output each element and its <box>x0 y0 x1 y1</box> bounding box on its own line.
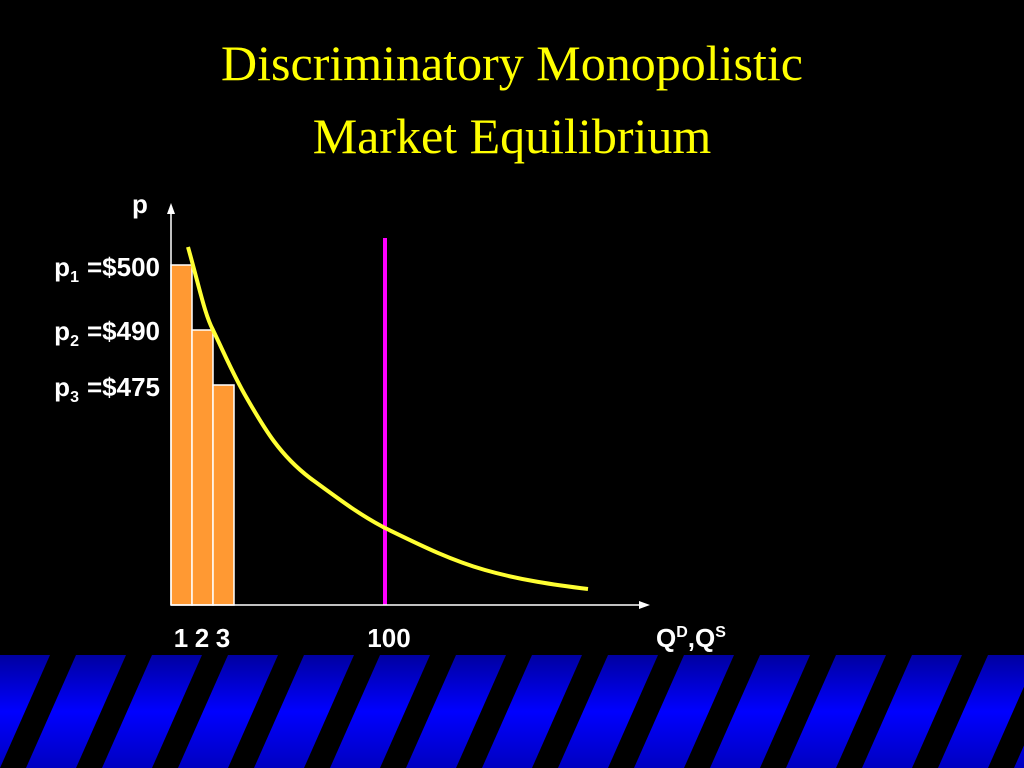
quantity-label: 1 <box>174 623 188 653</box>
quantity-label: 100 <box>367 623 410 653</box>
demand-curve <box>186 246 589 591</box>
x-axis-arrow <box>639 601 650 609</box>
x-axis-label: QD,QS <box>656 623 726 653</box>
price-label: p2 =$490 <box>54 316 160 350</box>
footer-stripes <box>0 655 1024 768</box>
price-bar <box>170 264 193 606</box>
price-bar <box>191 329 214 606</box>
price-bar <box>212 384 235 606</box>
y-axis-arrow <box>167 203 175 214</box>
quantity-label: 2 <box>195 623 209 653</box>
price-label: p3 =$475 <box>54 372 160 406</box>
title-line: Market Equilibrium <box>313 108 712 164</box>
price-label: p1 =$500 <box>54 252 160 286</box>
title-line: Discriminatory Monopolistic <box>221 35 803 91</box>
quantity-label: 3 <box>216 623 230 653</box>
diagram <box>167 203 650 609</box>
y-axis-label: p <box>132 189 148 219</box>
